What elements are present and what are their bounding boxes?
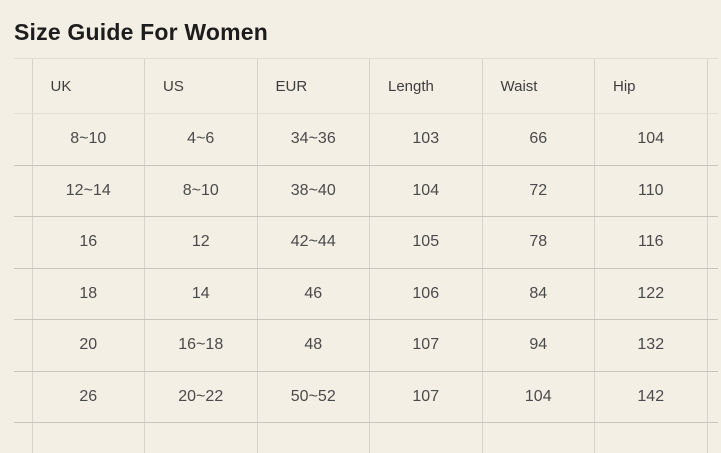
- table-cell: 8~10: [32, 114, 145, 166]
- header-left-spacer: [14, 59, 32, 114]
- column-header-waist: Waist: [482, 59, 595, 114]
- table-cell: 16~18: [145, 320, 258, 372]
- table-cell: 16: [32, 217, 145, 269]
- table-cell: [370, 423, 483, 453]
- table-cell: 72: [482, 165, 595, 217]
- row-right-spacer: [707, 320, 718, 372]
- table-cell: 104: [595, 114, 708, 166]
- row-right-spacer: [707, 423, 718, 453]
- column-header-us: US: [145, 59, 258, 114]
- table-cell: 4~6: [145, 114, 258, 166]
- page-title: Size Guide For Women: [14, 19, 721, 46]
- table-cell: 48: [257, 320, 370, 372]
- table-cell: 8~10: [145, 165, 258, 217]
- column-header-eur: EUR: [257, 59, 370, 114]
- partial-table-row: [14, 423, 718, 453]
- row-left-spacer: [14, 320, 32, 372]
- table-cell: [257, 423, 370, 453]
- row-right-spacer: [707, 165, 718, 217]
- table-cell: 20~22: [145, 371, 258, 423]
- table-cell: [32, 423, 145, 453]
- table-cell: 84: [482, 268, 595, 320]
- row-right-spacer: [707, 268, 718, 320]
- table-cell: 122: [595, 268, 708, 320]
- table-cell: 66: [482, 114, 595, 166]
- table-cell: 107: [370, 371, 483, 423]
- row-left-spacer: [14, 268, 32, 320]
- table-cell: [482, 423, 595, 453]
- table-cell: 20: [32, 320, 145, 372]
- row-right-spacer: [707, 217, 718, 269]
- table-cell: 12~14: [32, 165, 145, 217]
- table-cell: 78: [482, 217, 595, 269]
- row-left-spacer: [14, 165, 32, 217]
- row-right-spacer: [707, 371, 718, 423]
- table-cell: [145, 423, 258, 453]
- table-cell: 103: [370, 114, 483, 166]
- header-row: UK US EUR Length Waist Hip: [14, 59, 718, 114]
- row-right-spacer: [707, 114, 718, 166]
- table-cell: [595, 423, 708, 453]
- table-cell: 42~44: [257, 217, 370, 269]
- row-left-spacer: [14, 217, 32, 269]
- table-header: UK US EUR Length Waist Hip: [14, 59, 718, 114]
- table-cell: 107: [370, 320, 483, 372]
- table-cell: 34~36: [257, 114, 370, 166]
- column-header-length: Length: [370, 59, 483, 114]
- table-cell: 106: [370, 268, 483, 320]
- row-left-spacer: [14, 423, 32, 453]
- table-cell: 104: [482, 371, 595, 423]
- row-left-spacer: [14, 114, 32, 166]
- table-cell: 50~52: [257, 371, 370, 423]
- table-cell: 105: [370, 217, 483, 269]
- table-cell: 18: [32, 268, 145, 320]
- table-cell: 12: [145, 217, 258, 269]
- column-header-hip: Hip: [595, 59, 708, 114]
- table-cell: 110: [595, 165, 708, 217]
- table-cell: 38~40: [257, 165, 370, 217]
- table-cell: 116: [595, 217, 708, 269]
- row-left-spacer: [14, 371, 32, 423]
- table-cell: 132: [595, 320, 708, 372]
- table-cell: 46: [257, 268, 370, 320]
- table-cell: 14: [145, 268, 258, 320]
- table-cell: 104: [370, 165, 483, 217]
- table-cell: 26: [32, 371, 145, 423]
- table-cell: 142: [595, 371, 708, 423]
- table-cell: 94: [482, 320, 595, 372]
- column-header-uk: UK: [32, 59, 145, 114]
- header-right-spacer: [707, 59, 718, 114]
